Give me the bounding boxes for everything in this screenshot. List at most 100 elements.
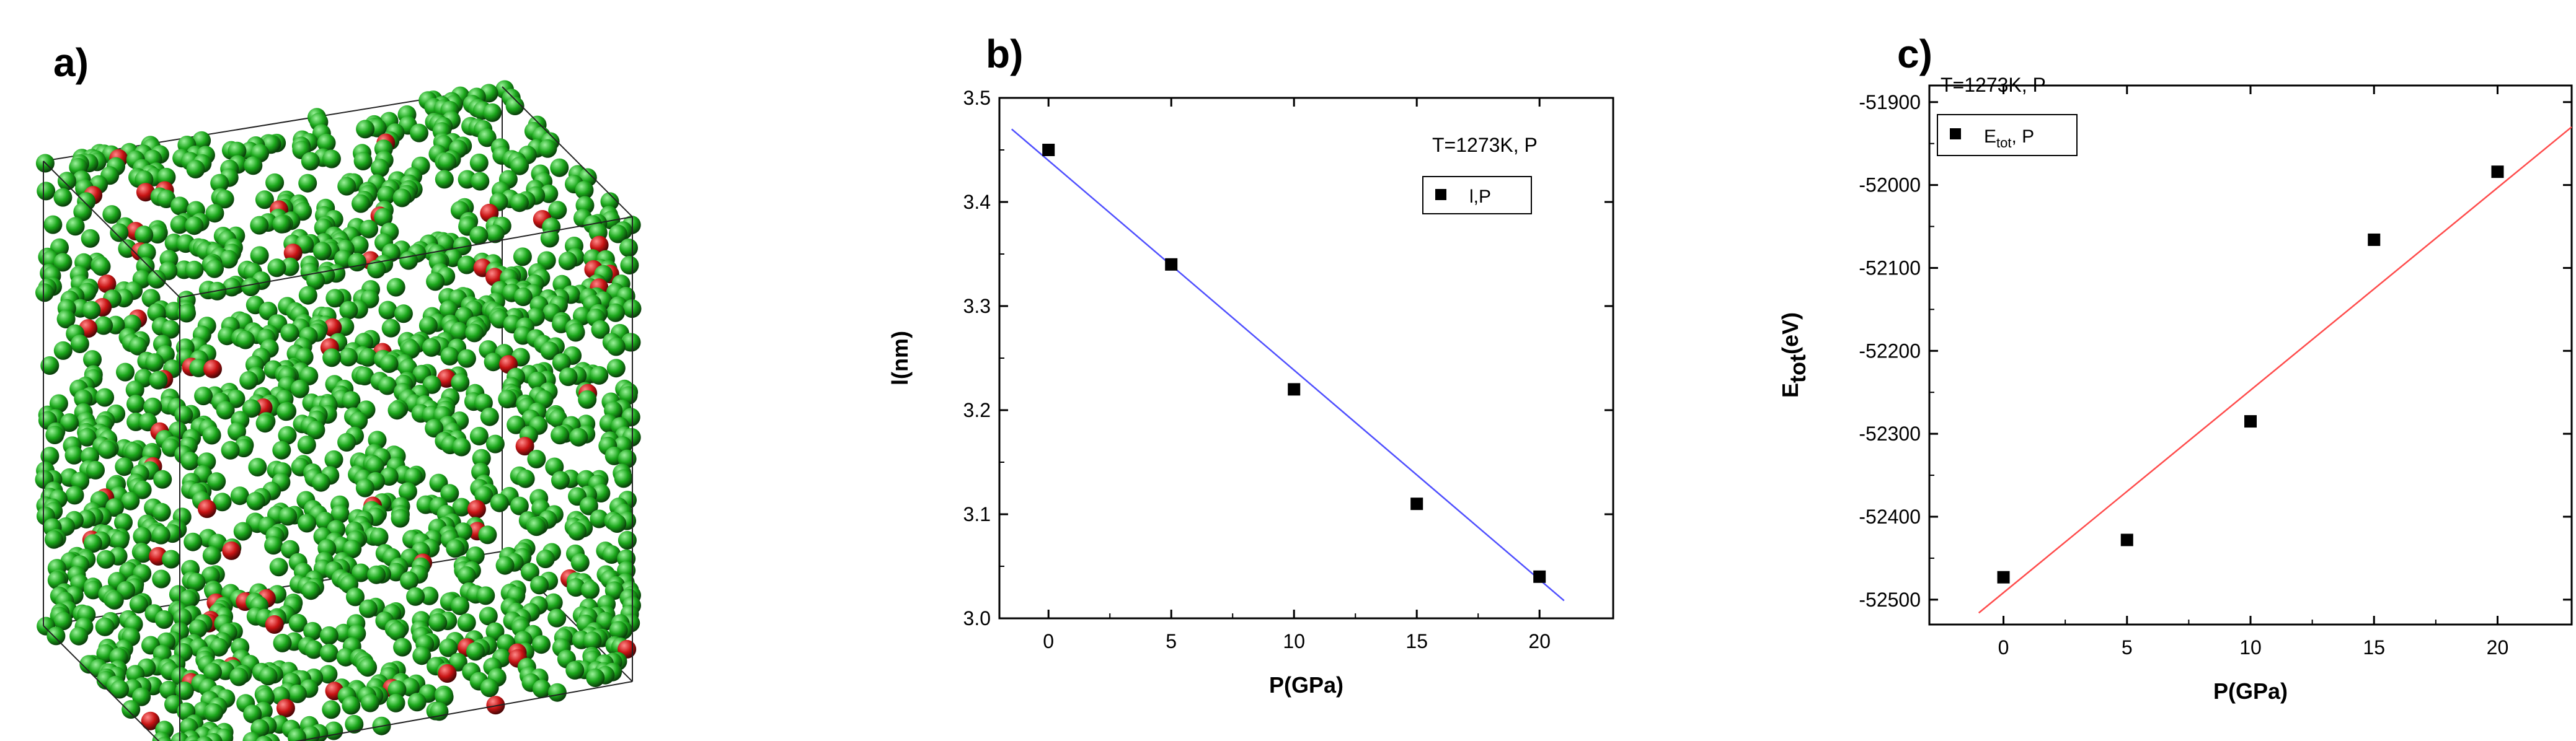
atom-majority <box>35 283 54 302</box>
atom-majority <box>471 172 490 191</box>
atom-majority <box>575 181 594 200</box>
atom-majority <box>170 215 189 234</box>
x-tick-label: 0 <box>1043 630 1054 652</box>
atom-majority <box>401 340 420 359</box>
cube-edge <box>43 625 160 741</box>
atom-majority <box>367 260 386 279</box>
data-point <box>1410 498 1423 511</box>
legend-label-main: E <box>1984 126 1996 147</box>
atom-majority <box>267 258 286 278</box>
atom-majority <box>298 173 317 193</box>
atom-majority <box>622 333 641 352</box>
panel-b-label: b) <box>986 32 1024 76</box>
atom-majority <box>272 441 291 460</box>
atom-majority <box>259 667 278 686</box>
atom-majority <box>435 687 454 706</box>
atom-majority <box>590 366 609 385</box>
atom-majority <box>591 320 610 339</box>
atom-minority <box>265 615 284 634</box>
y-axis-title-unit: (eV) <box>1777 312 1803 354</box>
y-axis-title-main: E <box>1777 383 1803 398</box>
atom-minority <box>323 318 342 337</box>
linear-fit-line <box>1011 128 1565 602</box>
atom-majority <box>355 478 374 498</box>
atom-majority <box>311 473 330 492</box>
atom-majority <box>334 623 353 642</box>
y-tick-label: 3.3 <box>963 295 991 317</box>
atom-majority <box>132 687 151 706</box>
atom-majority <box>229 667 249 686</box>
atom-majority <box>348 253 366 272</box>
atom-majority <box>255 190 274 209</box>
atom-majority <box>201 566 220 585</box>
y-tick-label: -52000 <box>1859 174 1921 196</box>
atom-majority <box>538 139 557 158</box>
atom-majority <box>386 563 405 582</box>
atom-majority <box>110 223 129 242</box>
atom-majority <box>507 415 526 434</box>
atom-majority <box>469 226 489 245</box>
atom-majority <box>478 525 497 545</box>
data-point <box>1533 570 1546 583</box>
atom-majority <box>358 658 378 677</box>
atom-majority <box>187 572 206 592</box>
atom-minority <box>136 183 155 202</box>
atom-majority <box>485 434 505 454</box>
atom-majority <box>210 173 229 193</box>
atom-majority <box>568 522 587 541</box>
atom-majority <box>477 128 497 147</box>
atom-majority <box>43 215 63 234</box>
atom-majority <box>216 401 235 420</box>
atom-majority <box>479 607 498 626</box>
atom-majority <box>457 613 476 633</box>
atom-majority <box>569 428 588 447</box>
atom-majority <box>379 354 399 373</box>
atom-majority <box>288 728 306 741</box>
atom-majority <box>513 247 532 266</box>
atom-majority <box>255 688 275 707</box>
data-point <box>2244 415 2257 428</box>
atom-majority <box>37 182 56 201</box>
atom-majority <box>614 469 633 488</box>
atom-majority <box>83 350 102 369</box>
atom-majority <box>412 646 432 665</box>
atom-majority <box>547 608 567 628</box>
atom-majority <box>319 665 338 684</box>
legend-label: Etot, P <box>1984 126 2034 151</box>
atom-majority <box>617 531 637 550</box>
atom-majority <box>505 97 524 115</box>
data-point <box>2120 533 2133 546</box>
atom-majority <box>202 546 221 565</box>
atom-majority <box>472 449 491 468</box>
atom-majority <box>255 735 273 741</box>
atom-majority <box>230 486 249 506</box>
atom-majority <box>352 563 371 582</box>
atom-majority <box>513 287 533 307</box>
atom-majority <box>365 456 384 475</box>
atom-majority <box>125 442 144 462</box>
atom-majority <box>152 502 171 522</box>
atom-majority <box>540 229 559 248</box>
atom-majority <box>145 353 164 372</box>
atom-majority <box>498 390 517 409</box>
atom-majority <box>600 192 619 211</box>
atom-majority <box>583 631 602 651</box>
atom-majority <box>304 640 324 659</box>
atom-majority <box>98 440 117 459</box>
atom-majority <box>174 405 193 424</box>
atom-majority <box>151 525 170 545</box>
atom-majority <box>567 578 585 597</box>
atom-majority <box>149 370 168 390</box>
atom-majority <box>129 595 148 614</box>
atom-minority <box>276 699 295 717</box>
atom-majority <box>361 693 380 712</box>
atom-majority <box>330 504 350 524</box>
atom-majority <box>510 193 529 213</box>
atom-minority <box>438 664 457 683</box>
atom-majority <box>551 426 570 445</box>
atom-majority <box>49 394 68 413</box>
atom-majority <box>194 387 213 406</box>
atom-majority <box>317 133 336 152</box>
atom-majority <box>551 471 570 490</box>
atom-majority <box>203 662 222 682</box>
